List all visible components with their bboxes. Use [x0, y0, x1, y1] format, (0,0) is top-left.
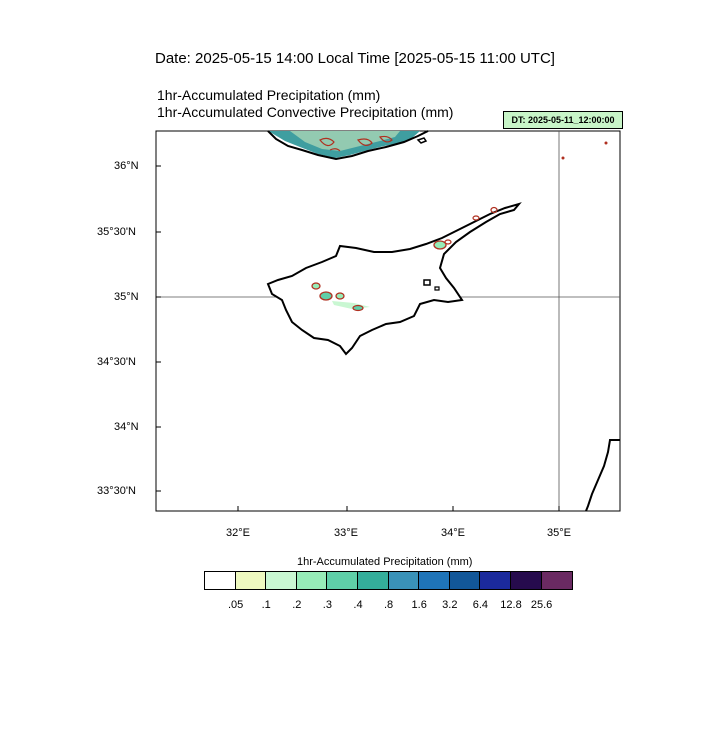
colorbar-label: .1: [261, 599, 271, 611]
colorbar-swatch: [541, 572, 573, 589]
cyprus-inner-islet: [423, 279, 431, 286]
lon-label-33e: 33°E: [334, 527, 358, 539]
colorbar-swatch: [296, 572, 328, 589]
lat-label-36n: 36°N: [114, 160, 139, 172]
lat-label-33-30n: 33°30'N: [97, 485, 136, 497]
date-title: Date: 2025-05-15 14:00 Local Time [2025-…: [155, 50, 555, 67]
colorbar-label: .4: [353, 599, 363, 611]
colorbar-swatch: [388, 572, 420, 589]
turkey-precip-area: [268, 131, 420, 158]
colorbar-title: 1hr-Accumulated Precipitation (mm): [297, 556, 473, 568]
colorbar-swatch: [266, 572, 297, 589]
lat-label-34n: 34°N: [114, 421, 139, 433]
cyprus-coastline: [266, 202, 522, 356]
colorbar-label: 25.6: [530, 599, 553, 611]
levant-coastline: [585, 439, 620, 512]
lon-label-32e: 32°E: [226, 527, 250, 539]
cyprus-inner-islet-2: [434, 286, 440, 291]
lat-label-35n: 35°N: [114, 291, 139, 303]
colorbar-swatch: [510, 572, 542, 589]
colorbar-label: .3: [322, 599, 332, 611]
colorbar-swatch: [480, 572, 511, 589]
convective-precipitation-title: 1hr-Accumulated Convective Precipitation…: [157, 104, 454, 120]
lon-label-35e: 35°E: [547, 527, 571, 539]
colorbar-swatch: [357, 572, 389, 589]
colorbar-label: 1.6: [411, 599, 427, 611]
axis-ticks: [156, 165, 560, 511]
dt-badge: DT: 2025-05-11_12:00:00: [503, 111, 623, 129]
colorbar-label: .2: [292, 599, 302, 611]
colorbar-label: 3.2: [442, 599, 458, 611]
colorbar-label: .8: [384, 599, 394, 611]
colorbar-swatch: [449, 572, 481, 589]
colorbar-label: 6.4: [472, 599, 489, 611]
colorbar-swatch: [327, 572, 358, 589]
colorbar-swatch: [419, 572, 450, 589]
turkey-coastline: [267, 130, 429, 161]
colorbar: [204, 571, 574, 590]
colorbar-label: 12.8: [500, 599, 522, 611]
lat-label-35-30n: 35°30'N: [97, 226, 136, 238]
small-island: [416, 137, 428, 144]
colorbar-swatch: [205, 572, 236, 589]
lon-label-34e: 34°E: [441, 527, 465, 539]
cyprus-precip-cells: [311, 141, 608, 312]
colorbar-label: .05: [227, 599, 244, 611]
precipitation-title: 1hr-Accumulated Precipitation (mm): [157, 87, 381, 103]
colorbar-swatch: [235, 572, 267, 589]
lat-label-34-30n: 34°30'N: [97, 356, 136, 368]
